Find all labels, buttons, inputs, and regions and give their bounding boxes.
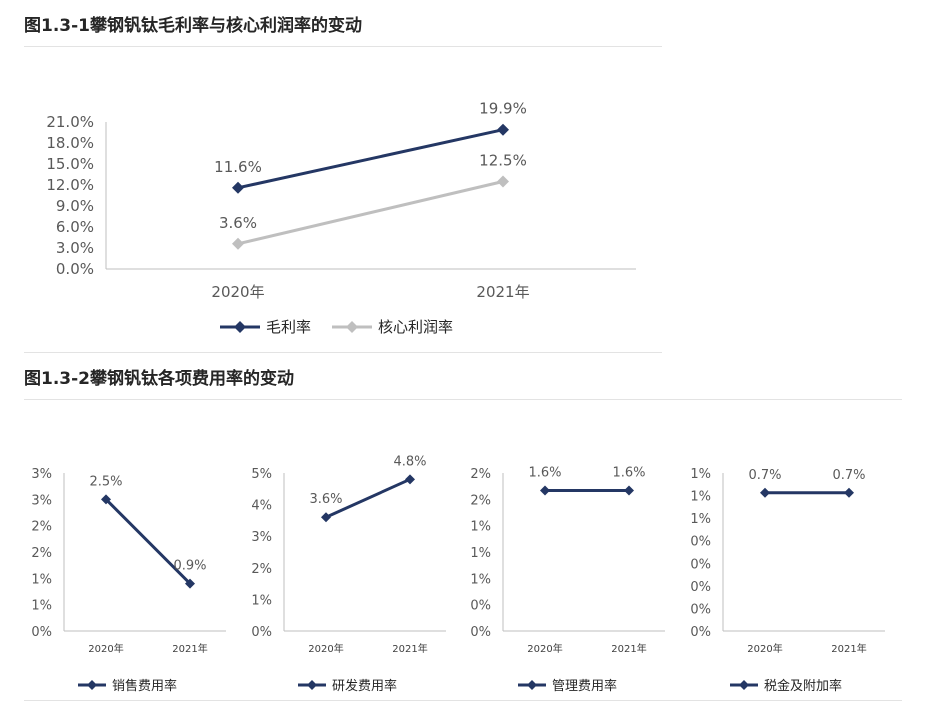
chart1-series-2-data-label: 12.5% [479,152,527,170]
chart1-series-1-data-label: 11.6% [214,158,262,176]
chart1-y-tick-label: 0.0% [56,260,94,278]
chart3-y-tick-label: 0% [251,625,272,640]
chart2-y-tick-label: 2% [31,520,52,535]
divider-top [24,46,662,47]
chart3-series-1-point [321,512,331,523]
chart3-x-tick-label: 2021年 [392,642,427,655]
chart2-y-tick-label: 2% [31,546,52,561]
chart4-legend-marker [527,680,537,690]
chart4-y-tick-label: 1% [470,520,491,535]
chart3-series-1-data-label: 3.6% [309,492,342,507]
chart4-y-tick-label: 2% [470,467,491,482]
chart1-y-tick-label: 21.0% [46,113,94,131]
chart3-legend-marker [307,680,317,690]
chart5-y-tick-label: 1% [690,512,711,527]
divider-section2 [24,399,902,400]
chart4-series-1-point [540,485,550,496]
chart3-y-tick-label: 1% [251,593,272,608]
chart4-y-tick-label: 1% [470,546,491,561]
chart3-series-1-line [325,477,411,519]
chart2-y-tick-label: 3% [31,467,52,482]
chart2-legend-marker [87,680,97,690]
chart2-series-1-point [185,578,195,589]
chart1-y-tick-label: 3.0% [56,239,94,257]
chart1-legend-marker [234,321,246,333]
chart2-y-tick-label: 1% [31,599,52,614]
chart2-x-tick-label: 2021年 [172,642,207,655]
chart3-x-tick-label: 2020年 [308,642,343,655]
chart1-series-1-line [237,128,504,190]
chart4-y-tick-label: 1% [470,572,491,587]
chart1-legend-marker [346,321,358,333]
chart1-x-tick-label: 2020年 [211,283,264,301]
chart4-x-tick-label: 2021年 [611,642,646,655]
chart1-series-1-point [232,181,244,194]
chart1-series-2-point [232,237,244,250]
chart4-y-tick-label: 0% [470,625,491,640]
chart3-legend-label: 研发费用率 [332,678,397,694]
chart1-series-2-data-label: 3.6% [219,214,257,232]
chart2-series-1-data-label: 0.9% [173,559,206,574]
chart5-y-tick-label: 0% [690,557,711,572]
chart5-y-tick-label: 1% [690,490,711,505]
chart5-y-tick-label: 1% [690,467,711,482]
chart1-x-tick-label: 2021年 [476,283,529,301]
chart2-series-1-data-label: 2.5% [89,474,122,489]
chart1-y-tick-label: 15.0% [46,155,94,173]
chart1-y-tick-label: 9.0% [56,197,94,215]
chart5-series-1-point [760,487,770,498]
chart5-legend-marker [739,680,749,690]
chart3-y-tick-label: 4% [251,499,272,514]
chart1-y-tick-label: 18.0% [46,134,94,152]
chart2-series-1-point [101,494,111,505]
chart5-y-tick-label: 0% [690,535,711,550]
chart4-series-1-data-label: 1.6% [612,466,645,481]
chart4-y-tick-label: 0% [470,599,491,614]
chart1-series-2-point [497,175,509,188]
chart4-series-1-point [624,485,634,496]
chart1-y-tick-label: 12.0% [46,176,94,194]
chart5-y-tick-label: 0% [690,625,711,640]
chart3-series-1-data-label: 4.8% [393,454,426,469]
chart1-legend-label: 核心利润率 [378,318,453,336]
chart5-series-1-data-label: 0.7% [748,468,781,483]
chart1-legend-label: 毛利率 [266,318,311,336]
chart4-series-1-data-label: 1.6% [528,466,561,481]
chart2-legend-label: 销售费用率 [112,678,177,694]
chart2-series-1-line [104,498,192,585]
chart5-legend-label: 税金及附加率 [764,678,842,694]
chart2-x-tick-label: 2020年 [88,642,123,655]
chart5-x-tick-label: 2020年 [747,642,782,655]
chart2-y-tick-label: 3% [31,493,52,508]
chart3-y-tick-label: 2% [251,562,272,577]
chart3-series-1-point [405,474,415,485]
chart3-y-tick-label: 3% [251,530,272,545]
chart1-y-tick-label: 6.0% [56,218,94,236]
chart5-series-1-point [844,487,854,498]
chart-title-margins: 图1.3-1攀钢钒钛毛利率与核心利润率的变动 [24,16,362,36]
chart-title-expense-ratios: 图1.3-2攀钢钒钛各项费用率的变动 [24,369,294,389]
chart4-y-tick-label: 2% [470,493,491,508]
divider-bottom [24,700,902,701]
divider-middle [24,352,662,353]
chart5-y-tick-label: 0% [690,580,711,595]
chart4-legend-label: 管理费用率 [552,678,617,694]
chart5-series-1-data-label: 0.7% [832,468,865,483]
chart2-y-tick-label: 0% [31,625,52,640]
chart5-y-tick-label: 0% [690,602,711,617]
chart1-series-2-line [237,180,504,246]
chart3-y-tick-label: 5% [251,467,272,482]
chart2-y-tick-label: 1% [31,572,52,587]
chart5-x-tick-label: 2021年 [831,642,866,655]
chart1-series-1-data-label: 19.9% [479,100,527,118]
chart1-series-1-point [497,123,509,136]
chart4-x-tick-label: 2020年 [527,642,562,655]
